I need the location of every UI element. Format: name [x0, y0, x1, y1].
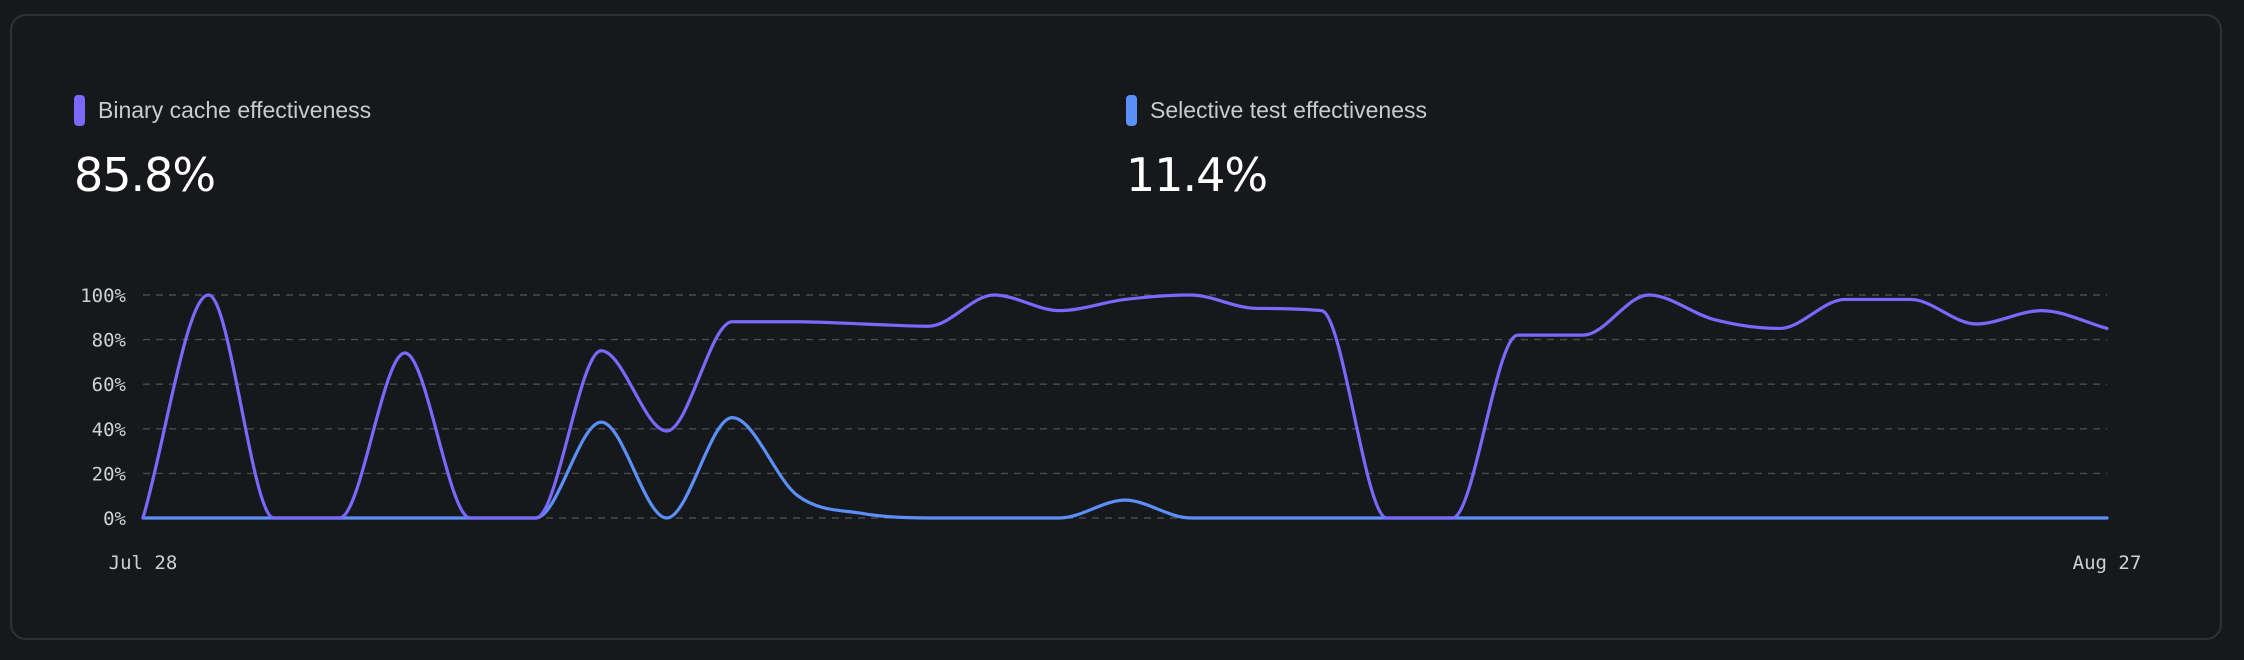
series-line-binary-cache-effectiveness	[141, 293, 2109, 520]
y-tick-label-40: 40%	[92, 419, 127, 441]
y-tick-label-0: 0%	[103, 508, 126, 530]
binary-cache-legend: Binary cache effectiveness	[74, 94, 371, 126]
selective-test-swatch	[1126, 94, 1137, 126]
binary-cache-swatch	[74, 94, 85, 126]
selective-test-metric: Selective test effectiveness 11.4%	[1126, 94, 1427, 202]
selective-test-legend: Selective test effectiveness	[1126, 94, 1427, 126]
selective-test-value: 11.4%	[1126, 148, 1268, 202]
y-tick-label-60: 60%	[92, 374, 127, 396]
x-tick-label-0: Jul 28	[109, 552, 178, 574]
x-tick-label-1: Aug 27	[2073, 552, 2142, 574]
y-tick-label-100: 100%	[80, 285, 126, 307]
binary-cache-label: Binary cache effectiveness	[98, 96, 372, 123]
binary-cache-metric: Binary cache effectiveness 85.8%	[74, 94, 371, 202]
effectiveness-line-chart: 0% 20% 40% 60% 80% 100% Jul 28 Aug 27	[80, 285, 2142, 574]
effectiveness-card: Binary cache effectiveness 85.8% Selecti…	[10, 14, 2222, 640]
y-tick-label-80: 80%	[92, 330, 127, 352]
selective-test-label: Selective test effectiveness	[1150, 96, 1427, 123]
binary-cache-value: 85.8%	[74, 148, 216, 202]
y-tick-label-20: 20%	[92, 463, 127, 485]
